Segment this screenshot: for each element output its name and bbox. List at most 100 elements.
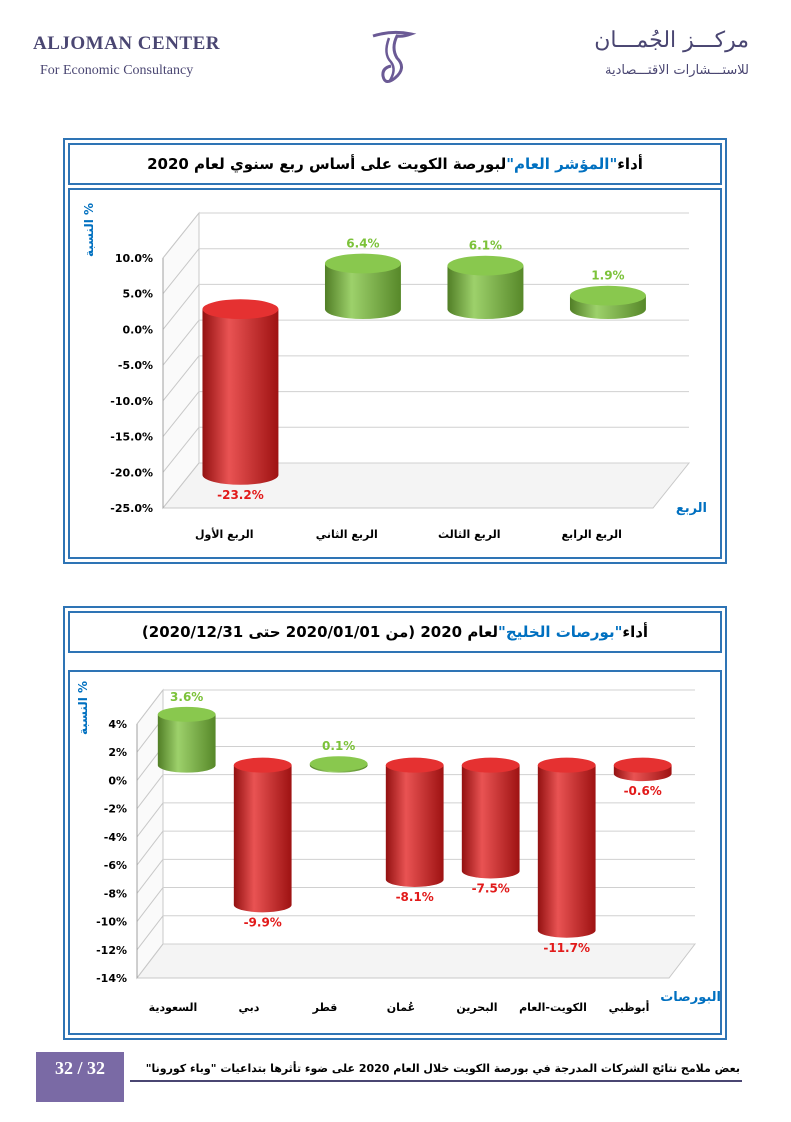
bar-body: [537, 765, 596, 938]
data-label: -0.6%: [624, 784, 662, 798]
data-label: -11.7%: [543, 941, 590, 955]
chart-panel-gulf-markets: أداء "بورصات الخليج" لعام 2020 (من 2020/…: [63, 606, 727, 1040]
floor: [135, 943, 697, 979]
y-tick-label: -10%: [96, 916, 127, 929]
data-label: 1.9%: [591, 269, 624, 283]
bar: [385, 757, 444, 887]
y-tick-label: 2%: [108, 746, 127, 759]
y-tick-label: -8%: [104, 887, 127, 900]
gridline-depth: [136, 859, 164, 894]
gridline-depth: [162, 462, 200, 509]
chart-svg: 4% 2% 0% -2% -4% -6% -8% -10% -12% -14% النسبة % ال…: [76, 681, 721, 1014]
bar-top: [324, 253, 401, 274]
data-label: 6.4%: [346, 237, 379, 251]
data-label: 3.6%: [170, 690, 203, 704]
bar: [233, 757, 292, 913]
y-tick-label: -12%: [96, 944, 127, 957]
bar-top: [461, 757, 520, 773]
bar-top: [233, 757, 292, 773]
y-tick-label: 10.0%: [115, 252, 153, 265]
chart-panel-kuwait-quarterly: أداء "المؤشر العام" لبورصة الكويت على أس…: [63, 138, 727, 564]
y-tick-label: -10.0%: [110, 395, 153, 408]
chart-title-suffix: لبورصة الكويت على أساس ربع سنوي لعام 202…: [147, 155, 507, 173]
gridline-depth: [136, 802, 164, 838]
data-label: -9.9%: [244, 915, 282, 929]
bar: [569, 285, 646, 320]
x-tick-label: الربع الثاني: [316, 528, 378, 541]
y-tick-label: 0.0%: [122, 323, 153, 336]
bar-top: [537, 757, 596, 773]
x-tick-label: أبوظبي: [609, 1000, 650, 1014]
bar-body: [324, 263, 401, 320]
gridline-depth: [136, 830, 164, 866]
bar-body: [447, 265, 524, 320]
bar: [447, 255, 524, 320]
bar: [324, 253, 401, 320]
x-tick-label: الكويت-العام: [519, 1001, 587, 1014]
bar-body: [461, 765, 520, 879]
bar: [461, 757, 520, 879]
company-tagline-ar: للاستـــشارات الاقتـــصادية: [605, 63, 749, 78]
bar-body: [385, 765, 444, 887]
bar: [309, 756, 368, 773]
chart-title: أداء "المؤشر العام" لبورصة الكويت على أس…: [68, 143, 722, 185]
data-label: -8.1%: [396, 890, 434, 904]
x-tick-label: الربع الأول: [195, 527, 254, 541]
bar-top: [309, 756, 368, 772]
chart-title-suffix: لعام 2020 (من 2020/01/01 حتى 2020/12/31): [141, 623, 499, 641]
footer-caption: بعض ملامح نتائج الشركات المدرجة في بورصة…: [145, 1062, 740, 1075]
bar-body: [157, 714, 216, 773]
chart-title: أداء "بورصات الخليج" لعام 2020 (من 2020/…: [68, 611, 722, 653]
gridline-depth: [162, 284, 200, 330]
bar-top: [157, 706, 216, 722]
bar-top: [569, 285, 646, 306]
company-tagline-en: For Economic Consultancy: [40, 63, 194, 78]
x-tick-label: دبي: [239, 1001, 260, 1014]
y-tick-label: 0%: [108, 774, 127, 787]
y-tick-label: -25.0%: [110, 502, 153, 515]
y-axis-title: النسبة %: [76, 681, 90, 735]
bar: [202, 299, 279, 485]
data-label: -7.5%: [472, 881, 510, 895]
data-label: 0.1%: [322, 739, 355, 753]
data-label: -23.2%: [217, 488, 264, 502]
y-tick-label: -6%: [104, 859, 127, 872]
x-tick-label: السعودية: [149, 1001, 198, 1014]
gridline-depth: [136, 689, 164, 725]
company-name-en: ALJOMAN CENTER: [33, 33, 220, 54]
data-label: 6.1%: [469, 239, 502, 253]
side-wall: [162, 211, 200, 510]
y-tick-label: -20.0%: [110, 466, 153, 479]
y-tick-label: -15.0%: [110, 431, 153, 444]
y-tick-label: -2%: [104, 803, 127, 816]
y-axis-title: النسبة %: [82, 203, 96, 257]
chart-title-prefix: أداء: [622, 623, 649, 641]
x-axis-title: الربع: [676, 501, 707, 516]
y-tick-label: -5.0%: [118, 359, 153, 372]
x-tick-label: البحرين: [456, 1001, 497, 1014]
gridline-depth: [136, 943, 164, 979]
gridline-depth: [136, 887, 164, 922]
gridline-depth: [136, 915, 164, 951]
gridline-depth: [162, 391, 200, 437]
gridline-depth: [162, 355, 200, 402]
gridline-depth: [162, 319, 200, 366]
y-tick-label: -14%: [96, 972, 127, 985]
page-number: 32 / 32: [36, 1052, 124, 1102]
gridline-depth: [162, 426, 200, 473]
bar: [613, 757, 672, 782]
chart-title-highlight: "المؤشر العام": [506, 155, 618, 173]
company-name-ar: مركـــز الجُمـــان: [594, 28, 749, 53]
bar-body: [233, 765, 292, 913]
footer-divider: [130, 1080, 742, 1082]
bar-top: [202, 299, 279, 320]
plot-area-frame: [68, 670, 722, 1035]
x-tick-label: قطر: [312, 1001, 338, 1014]
bar-top: [447, 255, 524, 276]
bar: [157, 706, 216, 773]
gridline-depth: [162, 212, 200, 259]
y-tick-label: 5.0%: [122, 288, 153, 301]
y-tick-label: -4%: [104, 831, 127, 844]
x-tick-label: عُمان: [387, 1001, 415, 1014]
x-tick-label: الربع الثالث: [438, 528, 501, 541]
